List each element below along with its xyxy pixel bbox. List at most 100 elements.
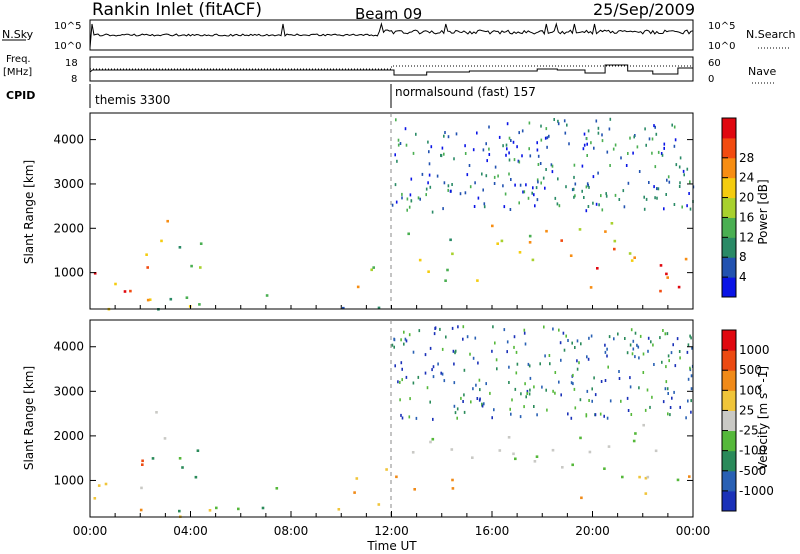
echo-cell-sparse (447, 184, 450, 188)
echo-cell (196, 449, 200, 452)
echo-cell-sparse (586, 182, 589, 186)
echo-cell-sparse (609, 399, 612, 403)
echo-cell-sparse (418, 329, 421, 333)
echo-cell-sparse (581, 189, 583, 193)
echo-cell-sparse (463, 410, 466, 414)
echo-cell-sparse (508, 381, 510, 384)
echo-cell-sparse (460, 396, 462, 400)
echo-cell-sparse (592, 175, 595, 179)
echo-cell-sparse (661, 360, 663, 364)
echo-cell-sparse (654, 196, 656, 200)
frequency-panel: Freq. [MHz] 18 8 60 0 Nave (3, 54, 776, 85)
echo-cell (444, 279, 447, 282)
echo-cell-sparse (502, 184, 504, 188)
echo-cell-sparse (428, 150, 430, 154)
echo-cell-sparse (654, 165, 657, 169)
echo-cell-sparse (593, 376, 595, 380)
echo-cell-sparse (525, 183, 527, 187)
echo-cell-sparse (477, 196, 480, 200)
echo-cell-sparse (488, 125, 490, 129)
echo-cell-sparse (689, 366, 691, 370)
echo-cell-sparse (583, 143, 586, 147)
echo-cell-sparse (651, 137, 654, 141)
echo-cell-sparse (645, 143, 647, 147)
x-tick-label: 08:00 (274, 524, 309, 538)
echo-cell-sparse (478, 378, 481, 382)
echo-cell-sparse (536, 141, 538, 145)
x-tick-label: 04:00 (173, 524, 208, 538)
echo-cell-sparse (412, 381, 415, 385)
echo-cell-sparse (648, 137, 651, 141)
freq-series-line (89, 64, 693, 76)
echo-cell (613, 247, 616, 251)
echo-cell-sparse (540, 181, 542, 185)
echo-cell-sparse (629, 385, 632, 389)
echo-cell-sparse (546, 145, 548, 149)
echo-cell-sparse (486, 159, 488, 163)
echo-cell-sparse (476, 397, 479, 400)
echo-cell-sparse (453, 157, 455, 161)
echo-cell-sparse (454, 351, 456, 355)
echo-cell-sparse (533, 193, 535, 197)
echo-cell-sparse (441, 347, 444, 351)
echo-cell-sparse (535, 186, 538, 190)
echo-cell-sparse (519, 183, 522, 187)
echo-cell-sparse (453, 362, 455, 366)
echo-cell-sparse (488, 147, 490, 151)
echo-cell (208, 509, 212, 512)
echo-cell-sparse (430, 145, 433, 149)
echo-cell-sparse (600, 380, 603, 383)
x-tick-label: 00:00 (73, 524, 108, 538)
echo-cell-sparse (594, 393, 597, 397)
echo-cell-sparse (608, 127, 611, 131)
echo-cell-sparse (606, 347, 608, 351)
echo-cell (578, 228, 582, 231)
echo-cell-sparse (657, 187, 660, 191)
noise-left-tick-high: 10^5 (54, 21, 81, 32)
noise-panel: N.Sky 10^5 10^0 10^5 10^0 N.Search (2, 19, 796, 52)
echo-cell-sparse (574, 194, 576, 198)
echo-cell (531, 258, 535, 262)
echo-cell-sparse (666, 387, 669, 391)
echo-cell-sparse (474, 336, 477, 340)
echo-cell (676, 478, 680, 482)
echo-cell-sparse (526, 389, 529, 393)
echo-cell-sparse (456, 407, 459, 411)
echo-cell (688, 475, 691, 478)
echo-cell-sparse (506, 122, 509, 126)
echo-cell-sparse (442, 207, 444, 211)
echo-cell-sparse (425, 193, 427, 197)
echo-cell-sparse (516, 145, 518, 149)
echo-cell-sparse (678, 185, 681, 188)
echo-cell-sparse (604, 343, 606, 347)
echo-cell-sparse (638, 356, 640, 360)
echo-cell (146, 298, 150, 302)
echo-cell-sparse (532, 186, 534, 190)
colorbar-swatch (722, 277, 736, 298)
echo-cell-sparse (400, 361, 403, 365)
echo-cell-sparse (587, 205, 590, 208)
echo-cell-sparse (614, 143, 617, 147)
echo-cell-sparse (667, 354, 670, 358)
echo-cell-sparse (472, 356, 475, 360)
echo-cell-sparse (456, 416, 458, 420)
echo-cell-sparse (549, 362, 551, 366)
echo-cell-sparse (667, 392, 669, 395)
echo-cell-sparse (648, 181, 650, 184)
echo-cell-sparse (434, 327, 436, 330)
echo-cell-sparse (558, 380, 560, 384)
echo-cell-sparse (502, 144, 504, 148)
echo-cell (449, 238, 452, 242)
echo-cell-sparse (494, 341, 496, 345)
echo-cell-sparse (595, 202, 598, 206)
echo-cell-sparse (451, 183, 453, 186)
echo-cell (407, 232, 410, 236)
echo-cell-sparse (567, 412, 569, 416)
echo-cell-sparse (673, 203, 676, 206)
echo-cell-sparse (567, 339, 569, 342)
echo-cell-sparse (528, 121, 531, 125)
echo-cell-sparse (393, 345, 395, 349)
echo-cell-sparse (454, 411, 457, 415)
echo-cell-sparse (663, 146, 665, 150)
